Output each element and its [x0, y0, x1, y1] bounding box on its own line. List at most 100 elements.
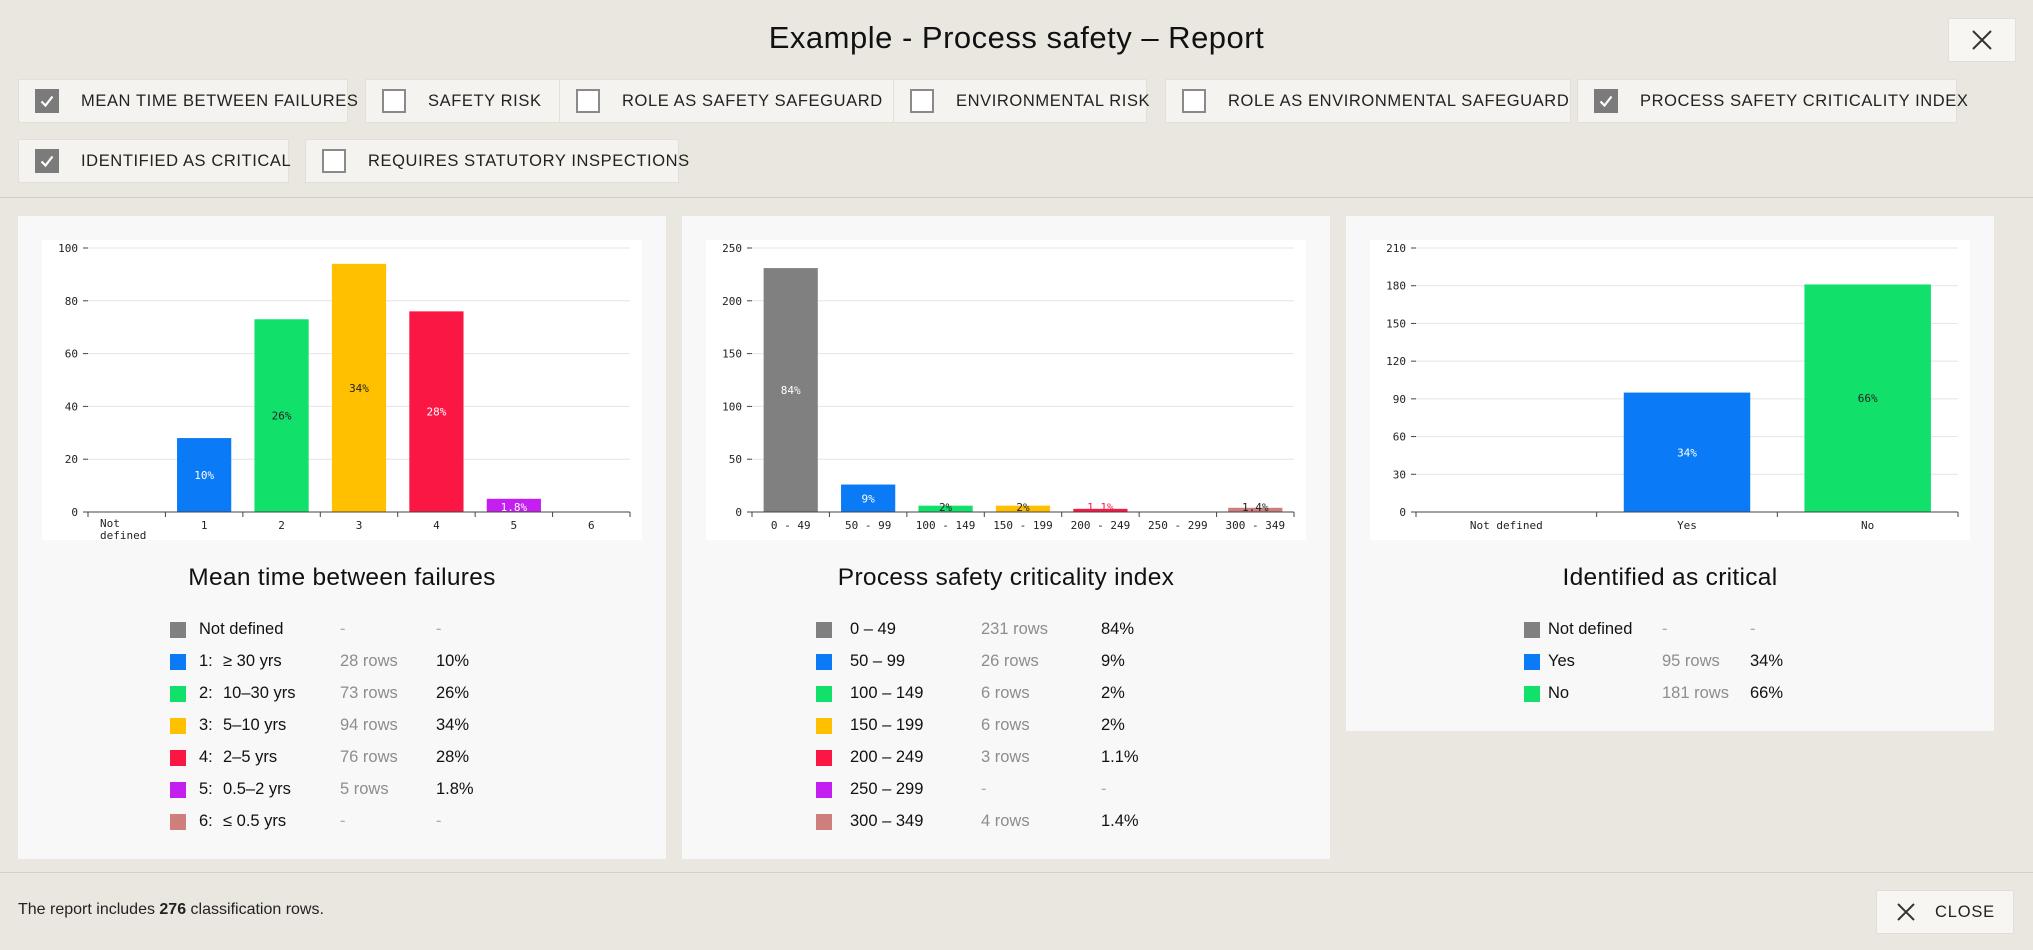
legend-label: Not defined [1548, 620, 1633, 638]
legend-swatch [170, 622, 186, 638]
x-tick-label: Not [100, 517, 120, 530]
x-tick-label: Yes [1677, 519, 1697, 532]
legend-swatch [816, 622, 832, 638]
close-button[interactable]: CLOSE [1876, 890, 2014, 934]
checkbox[interactable] [382, 89, 406, 113]
x-tick-label: 200 - 249 [1071, 519, 1131, 532]
y-tick-label: 60 [1393, 431, 1406, 444]
legend-code: 1: [199, 652, 213, 670]
legend-code: 4: [199, 748, 213, 766]
legend-row-count: 231 rows [981, 620, 1048, 638]
bar-chart: 0 30 60 90 120 150 180 210 34% 66% Not defined Yes N… [1386, 242, 1959, 532]
legend-row-count: 76 rows [340, 748, 398, 766]
legend-label: 0 – 49 [850, 620, 896, 638]
x-tick-label: 50 - 99 [845, 519, 891, 532]
chart-process-safety-criticality-index: 0 50 100 150 200 250 84% 9% 2% 2% 1.1% 1.4% 0 - 49 50… [706, 240, 1306, 540]
filter-safety-risk[interactable]: SAFETY RISK [365, 79, 561, 123]
bar [995, 505, 1051, 512]
y-tick-label: 100 [722, 400, 742, 413]
x-tick-label: 6 [588, 519, 595, 532]
close-window-button[interactable] [1948, 18, 2016, 62]
summary-text: classification rows. [186, 901, 324, 918]
checkbox-checked[interactable] [1594, 89, 1618, 113]
legend-swatch [170, 686, 186, 702]
legend-item: 5: 0.5–2 yrs 5 rows 1.8% [170, 774, 510, 806]
title-bar: Example - Process safety – Report [0, 0, 2033, 82]
legend-label: 5–10 yrs [223, 716, 287, 734]
legend-item: 0 – 49 231 rows 84% [816, 614, 1156, 646]
y-tick-label: 80 [65, 295, 78, 308]
legend-label: ≥ 30 yrs [223, 652, 282, 670]
panel-title: Identified as critical [1562, 564, 1778, 591]
legend-code: 5: [199, 780, 213, 798]
filter-mean-time-between-failures[interactable]: MEAN TIME BETWEEN FAILURES [18, 79, 358, 123]
bar [1804, 284, 1931, 512]
legend-code: 2: [199, 684, 213, 702]
chart-identified-as-critical: 0 30 60 90 120 150 180 210 34% 66% Not defined Yes N… [1370, 240, 1970, 540]
y-tick-label: 200 [722, 295, 742, 308]
legend-percentage: - [436, 812, 442, 830]
filter-role-as-safety-safeguard[interactable]: ROLE AS SAFETY SAFEGUARD [559, 79, 895, 123]
bar [409, 311, 464, 512]
checkbox-checked[interactable] [35, 149, 59, 173]
legend-item: 200 – 249 3 rows 1.1% [816, 742, 1156, 774]
data-label: 10% [194, 469, 214, 482]
data-label: 34% [349, 382, 369, 395]
legend-swatch [816, 750, 832, 766]
legend-percentage: 34% [1750, 652, 1784, 670]
checkbox-checked[interactable] [35, 89, 59, 113]
chart-mean-time-between-failures: 0 20 40 60 80 100 10% 26% 34% 28% 1.8% Not defined 1 2… [42, 240, 642, 540]
filter-label: ENVIRONMENTAL RISK [956, 91, 1151, 110]
divider [0, 197, 2033, 198]
y-tick-label: 250 [722, 242, 742, 255]
filter-identified-as-critical[interactable]: IDENTIFIED AS CRITICAL [18, 139, 291, 183]
filter-requires-statutory-inspections[interactable]: REQUIRES STATUTORY INSPECTIONS [305, 139, 689, 183]
check-icon [40, 155, 54, 168]
data-label: 84% [781, 384, 801, 397]
legend-item: 250 – 299 - - [816, 774, 1156, 806]
legend-percentage: 66% [1750, 684, 1784, 702]
legend-row-count: - [340, 812, 346, 830]
close-icon [1897, 903, 1915, 921]
legend-row-count: 6 rows [981, 716, 1030, 734]
filter-process-safety-criticality-index[interactable]: PROCESS SAFETY CRITICALITY INDEX [1577, 79, 1968, 123]
checkbox[interactable] [1182, 89, 1206, 113]
filter-environmental-risk[interactable]: ENVIRONMENTAL RISK [893, 79, 1151, 123]
panel-process-safety-criticality-index: 0 50 100 150 200 250 84% 9% 2% 2% 1.1% 1.4% 0 - 49 50… [682, 216, 1330, 859]
filter-role-as-environmental-safeguard[interactable]: ROLE AS ENVIRONMENTAL SAFEGUARD [1165, 79, 1571, 123]
x-tick-label: defined [100, 529, 146, 540]
checkbox[interactable] [322, 149, 346, 173]
legend-swatch [170, 750, 186, 766]
filter-label: REQUIRES STATUTORY INSPECTIONS [368, 151, 690, 170]
legend-percentage: 28% [436, 748, 470, 766]
legend-percentage: 1.8% [436, 780, 474, 798]
legend-swatch [1524, 622, 1540, 638]
y-tick-label: 0 [1399, 506, 1406, 519]
data-label: 66% [1858, 392, 1878, 405]
y-tick-label: 90 [1393, 393, 1406, 406]
x-tick-label: 250 - 299 [1148, 519, 1208, 532]
close-icon [1972, 30, 1992, 50]
legend-swatch [816, 814, 832, 830]
legend-item: Not defined - - [1524, 614, 1864, 646]
legend-swatch [816, 654, 832, 670]
legend-row-count: 3 rows [981, 748, 1030, 766]
bar [841, 484, 896, 512]
legend-percentage: 2% [1101, 684, 1125, 702]
filter-label: PROCESS SAFETY CRITICALITY INDEX [1640, 91, 1969, 110]
legend-label: 0.5–2 yrs [223, 780, 291, 798]
y-tick-label: 120 [1386, 355, 1406, 368]
legend-item: 100 – 149 6 rows 2% [816, 678, 1156, 710]
legend-item: 300 – 349 4 rows 1.4% [816, 806, 1156, 838]
legend-percentage: 2% [1101, 716, 1125, 734]
legend-percentage: 26% [436, 684, 470, 702]
checkbox[interactable] [910, 89, 934, 113]
legend-item: 6: ≤ 0.5 yrs - - [170, 806, 510, 838]
legend-item: 2: 10–30 yrs 73 rows 26% [170, 678, 510, 710]
close-button-label: CLOSE [1935, 902, 1995, 921]
y-tick-label: 0 [735, 506, 742, 519]
checkbox[interactable] [576, 89, 600, 113]
y-tick-label: 30 [1393, 468, 1406, 481]
x-tick-label: 5 [511, 519, 518, 532]
